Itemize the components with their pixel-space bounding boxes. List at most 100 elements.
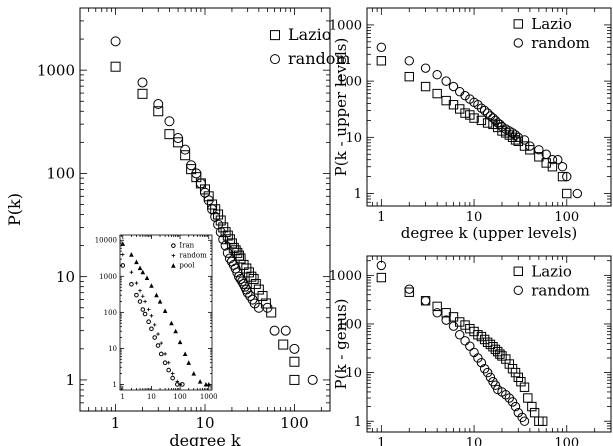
upper-point-random xyxy=(479,105,490,116)
genus-point-random xyxy=(441,315,451,325)
inset-point-random xyxy=(129,270,134,274)
inset-point-random xyxy=(159,341,164,345)
genus-legend-label-lazio: Lazio xyxy=(531,262,572,280)
main-point-random xyxy=(269,325,280,336)
main-point-random xyxy=(237,276,248,287)
inset-point-iran xyxy=(149,326,154,332)
genus-series-random xyxy=(376,260,530,426)
main-point-random xyxy=(218,234,229,245)
main-point-lazio xyxy=(153,106,164,117)
main-legend-label-lazio: Lazio xyxy=(288,25,331,44)
genus-point-lazio xyxy=(504,359,515,369)
main-point-random xyxy=(173,133,184,144)
inset-point-pool xyxy=(129,252,134,257)
genus-point-lazio xyxy=(516,376,526,387)
inset-legend-marker-pool xyxy=(171,263,176,268)
inset-point-pool xyxy=(169,320,174,326)
genus-point-lazio xyxy=(510,367,521,378)
inset-series-pool xyxy=(120,241,212,387)
main-point-lazio xyxy=(253,284,264,295)
inset-point-random xyxy=(141,294,145,299)
main-point-lazio xyxy=(278,339,289,350)
genus-legend-marker-random xyxy=(513,285,523,295)
main-point-random xyxy=(164,116,175,127)
main-x-tick-label: 100 xyxy=(280,414,309,432)
inset-x-tick-label: 100 xyxy=(173,393,186,401)
inset-point-iran xyxy=(120,263,126,268)
upper-point-random xyxy=(553,154,563,165)
upper-legend-marker-lazio xyxy=(513,19,523,29)
main-point-lazio xyxy=(250,278,261,289)
upper-panel: 1 10 100 1 10 100 1000 degree k (upper levels) P… xyxy=(329,7,612,242)
inset-point-iran xyxy=(137,299,143,304)
upper-point-random xyxy=(488,113,498,123)
inset-point-random xyxy=(120,252,125,257)
inset-point-pool xyxy=(186,360,191,365)
main-point-lazio xyxy=(164,129,175,140)
inset-point-pool xyxy=(154,292,159,298)
upper-point-lazio xyxy=(513,136,523,146)
main-point-random xyxy=(110,36,121,47)
upper-point-random xyxy=(404,56,414,66)
upper-series-random xyxy=(376,42,583,199)
upper-point-random xyxy=(473,100,483,110)
main-legend-label-random: random xyxy=(288,49,351,68)
inset-point-pool xyxy=(191,371,197,376)
inset-point-random xyxy=(138,288,142,293)
main-x-tick-label: 1 xyxy=(111,414,121,432)
upper-point-random xyxy=(513,132,523,143)
main-x-tick-label: 10 xyxy=(195,414,214,432)
upper-legend-label-random: random xyxy=(531,34,590,52)
upper-point-lazio xyxy=(557,171,568,182)
upper-point-random xyxy=(482,108,493,118)
genus-point-random xyxy=(376,260,387,271)
inset-point-pool xyxy=(140,269,146,275)
inset-point-random xyxy=(175,379,180,384)
main-series-random xyxy=(110,36,318,385)
inset-point-iran xyxy=(152,335,157,340)
upper-point-random xyxy=(534,145,544,155)
upper-point-random xyxy=(441,76,451,86)
genus-x-tick-label: 1 xyxy=(377,436,385,446)
genus-series-lazio xyxy=(376,272,548,426)
main-point-random xyxy=(289,343,300,354)
main-y-tick-label: 1000 xyxy=(37,61,75,79)
inset-point-random xyxy=(152,323,157,327)
main-point-lazio xyxy=(257,290,268,301)
inset-panel: 1 10 100 1000 1 10 100 1000 10000 Iran random pool xyxy=(95,234,218,401)
inset-y-tick-label: 1000 xyxy=(99,273,117,281)
main-legend-marker-random xyxy=(270,54,280,65)
main-y-tick-label: 10 xyxy=(56,268,75,286)
main-point-random xyxy=(232,267,243,278)
inset-point-pool xyxy=(137,265,143,271)
main-point-random xyxy=(203,195,214,206)
main-point-random xyxy=(222,247,233,258)
genus-point-random xyxy=(473,353,483,363)
genus-y-tick-label: 10 xyxy=(345,366,362,381)
genus-point-lazio xyxy=(476,331,487,342)
genus-point-lazio xyxy=(501,354,511,364)
genus-point-random xyxy=(476,357,487,368)
upper-x-tick-label: 1 xyxy=(377,210,385,225)
genus-legend-label-random: random xyxy=(531,281,590,299)
main-point-lazio xyxy=(232,247,243,258)
upper-point-lazio xyxy=(432,88,442,99)
main-point-random xyxy=(186,160,197,171)
inset-legend-label-iran: Iran xyxy=(179,242,194,250)
inset-x-tick-label: 10 xyxy=(147,393,156,401)
inset-point-pool xyxy=(203,381,209,387)
genus-point-random xyxy=(420,296,431,306)
inset-point-iran xyxy=(170,375,175,381)
main-point-random xyxy=(242,287,253,298)
upper-point-random xyxy=(557,162,568,172)
genus-point-random xyxy=(460,336,470,346)
inset-legend-label-random: random xyxy=(179,252,207,260)
inset-series-random xyxy=(120,252,182,387)
genus-y-axis-label: P(k - genus) xyxy=(332,299,350,390)
upper-point-lazio xyxy=(376,56,387,66)
upper-point-random xyxy=(510,130,521,140)
main-point-random xyxy=(195,178,206,189)
main-point-random xyxy=(213,219,224,230)
genus-point-lazio xyxy=(519,382,530,392)
